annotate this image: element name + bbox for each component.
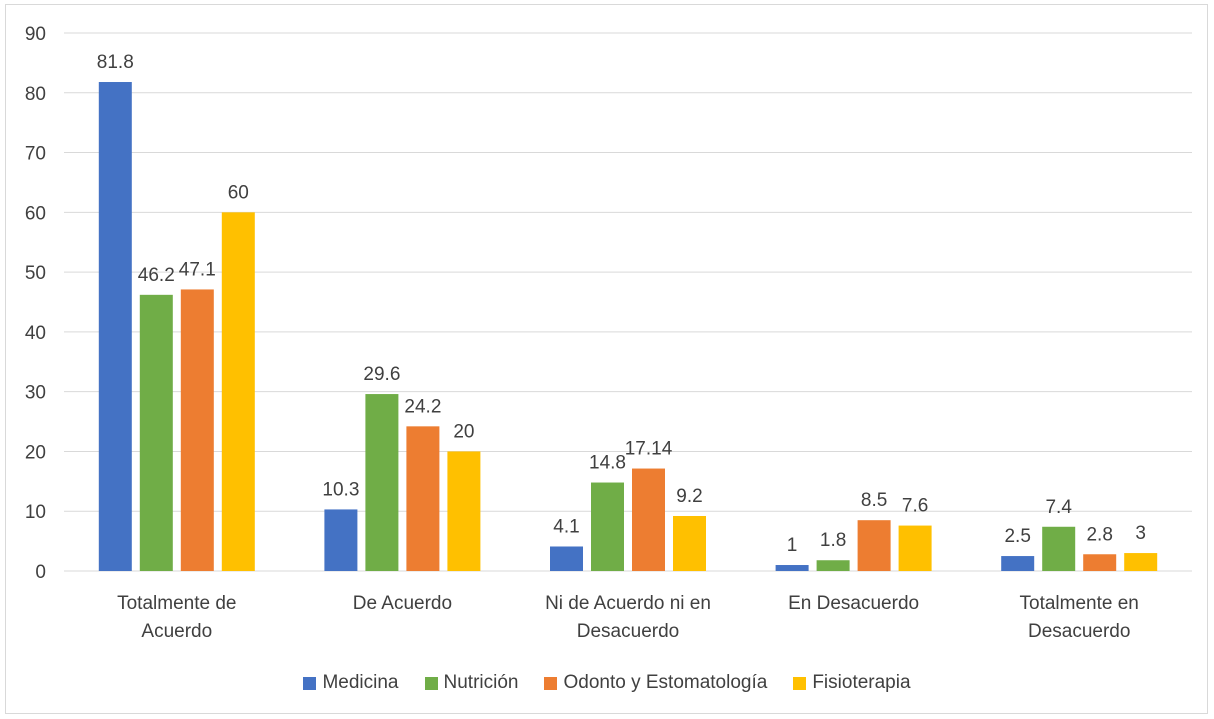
data-label: 1.8 bbox=[820, 530, 846, 551]
y-tick-label: 60 bbox=[25, 203, 46, 224]
data-label: 3 bbox=[1135, 523, 1146, 544]
x-tick-label: Desacuerdo bbox=[577, 621, 679, 642]
y-tick-label: 30 bbox=[25, 383, 46, 404]
bar bbox=[816, 560, 850, 571]
legend-swatch bbox=[303, 676, 317, 690]
bar bbox=[180, 289, 214, 571]
bar bbox=[632, 468, 665, 571]
bar bbox=[898, 525, 932, 571]
legend-swatch bbox=[793, 676, 807, 690]
legend-label: Nutrición bbox=[443, 672, 519, 693]
bar bbox=[139, 294, 173, 571]
data-label: 29.6 bbox=[363, 364, 400, 385]
legend-item: Nutrición bbox=[424, 672, 519, 694]
y-tick-label: 20 bbox=[25, 442, 46, 463]
bar bbox=[1042, 526, 1076, 571]
bar bbox=[324, 509, 358, 571]
x-tick-label: En Desacuerdo bbox=[788, 593, 919, 614]
bar bbox=[447, 451, 481, 571]
x-tick-label: Ni de Acuerdo ni en bbox=[545, 593, 711, 614]
bar bbox=[98, 82, 132, 572]
y-tick-label: 0 bbox=[35, 562, 46, 583]
y-tick-label: 90 bbox=[25, 24, 46, 45]
y-tick-label: 40 bbox=[25, 323, 46, 344]
bar bbox=[775, 565, 809, 571]
legend-label: Medicina bbox=[322, 672, 399, 693]
data-label: 7.4 bbox=[1045, 497, 1072, 518]
data-label: 81.8 bbox=[97, 52, 134, 73]
y-tick-label: 10 bbox=[25, 502, 46, 523]
chart-legend: Medicina Nutrición Odonto y Estomatología F… bbox=[0, 672, 1214, 694]
data-label: 4.1 bbox=[553, 516, 579, 537]
x-tick-label: Totalmente de bbox=[117, 593, 236, 614]
bar bbox=[1001, 556, 1035, 571]
data-label: 47.1 bbox=[179, 259, 216, 280]
data-label: 8.5 bbox=[861, 490, 887, 511]
data-label: 2.8 bbox=[1086, 524, 1112, 545]
legend-swatch bbox=[424, 676, 438, 690]
data-label: 7.6 bbox=[902, 496, 928, 517]
bar bbox=[1124, 553, 1158, 571]
data-label: 1 bbox=[787, 535, 798, 556]
data-label: 10.3 bbox=[322, 479, 359, 500]
data-label: 2.5 bbox=[1004, 526, 1030, 547]
legend-item: Medicina bbox=[303, 672, 399, 694]
legend-swatch bbox=[544, 676, 558, 690]
y-tick-label: 70 bbox=[25, 144, 46, 165]
bar bbox=[365, 394, 399, 571]
bar bbox=[406, 426, 440, 571]
legend-label: Odonto y Estomatología bbox=[563, 672, 768, 693]
bar bbox=[221, 212, 255, 572]
data-label: 20 bbox=[453, 421, 474, 442]
x-tick-label: Acuerdo bbox=[141, 621, 212, 642]
bar bbox=[591, 482, 624, 571]
data-label: 46.2 bbox=[138, 265, 175, 286]
legend-item: Odonto y Estomatología bbox=[544, 672, 767, 694]
y-tick-label: 80 bbox=[25, 84, 46, 105]
bar bbox=[857, 520, 891, 571]
data-label: 17.14 bbox=[625, 439, 673, 460]
data-label: 14.8 bbox=[589, 453, 626, 474]
x-tick-label: De Acuerdo bbox=[353, 593, 452, 614]
legend-label: Fisioterapia bbox=[812, 672, 911, 693]
x-tick-label: Desacuerdo bbox=[1028, 621, 1130, 642]
bar bbox=[550, 546, 583, 571]
y-tick-label: 50 bbox=[25, 263, 46, 284]
data-label: 24.2 bbox=[404, 396, 441, 417]
bar bbox=[1083, 554, 1117, 571]
data-label: 9.2 bbox=[676, 486, 702, 507]
legend-item: Fisioterapia bbox=[793, 672, 911, 694]
bar bbox=[673, 516, 706, 571]
data-label: 60 bbox=[228, 182, 249, 203]
x-tick-label: Totalmente en bbox=[1020, 593, 1139, 614]
